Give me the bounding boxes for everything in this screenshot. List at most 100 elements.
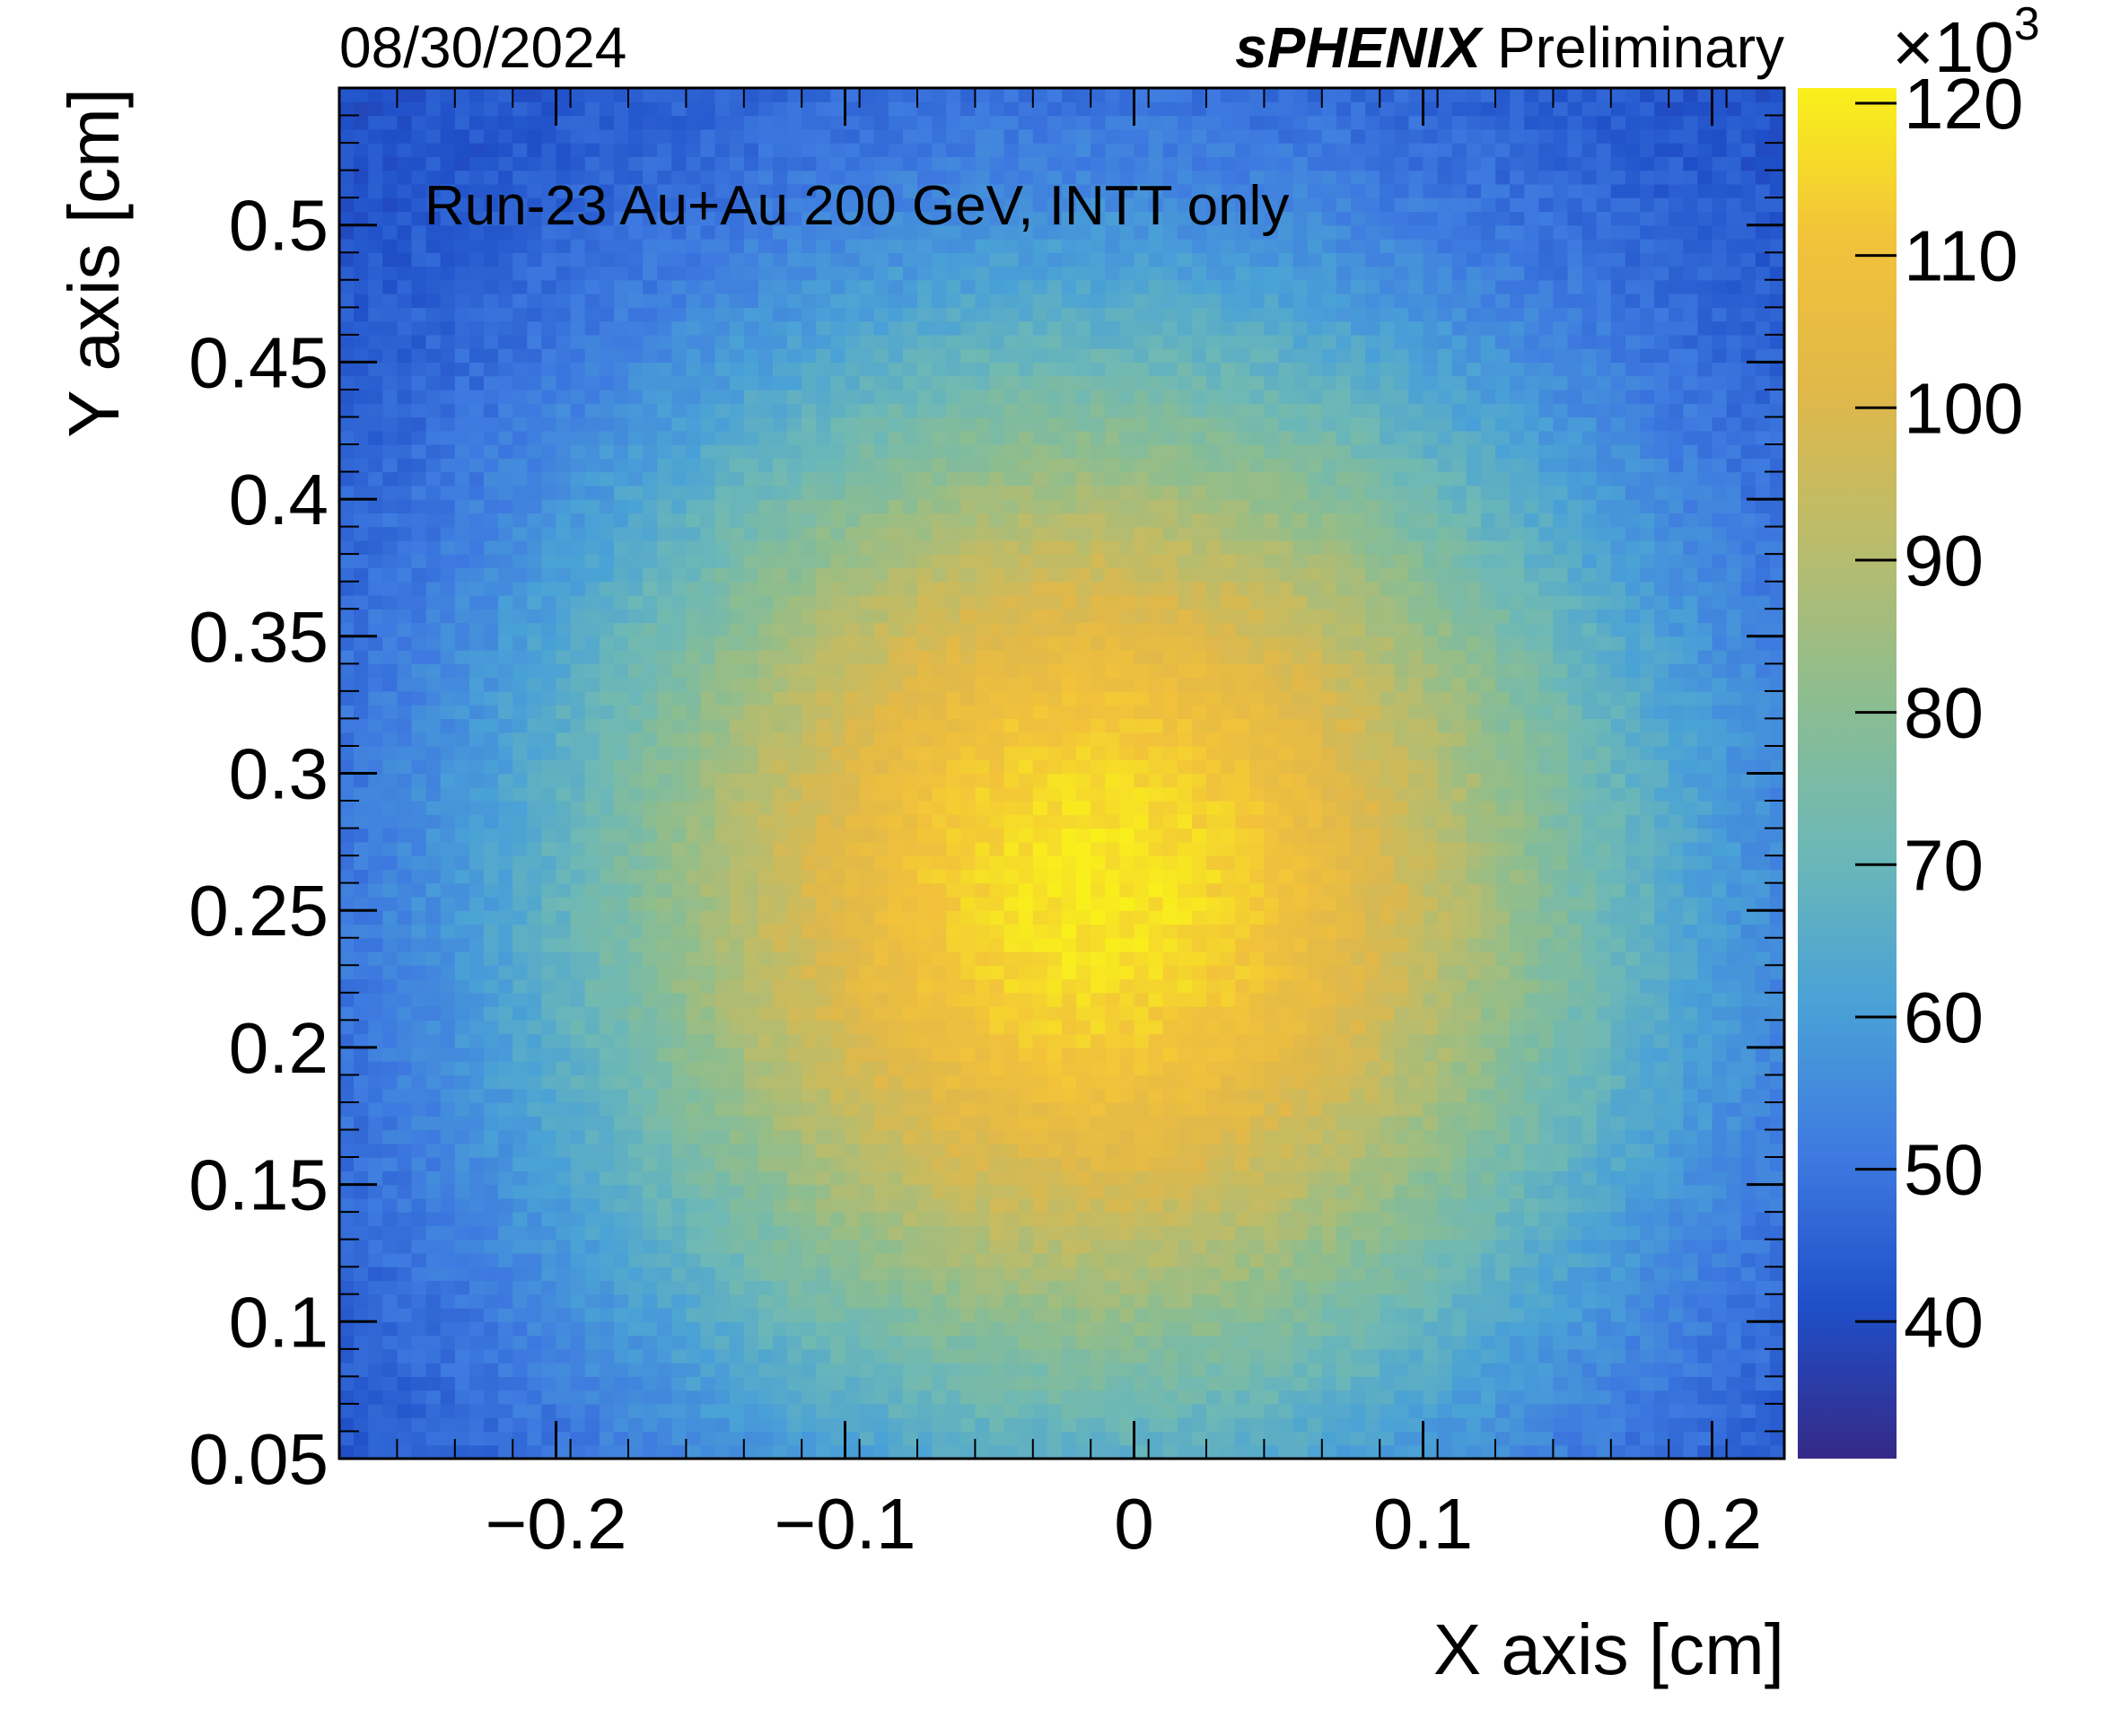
heatmap-cell (1510, 1252, 1525, 1267)
heatmap-cell (729, 910, 745, 925)
heatmap-cell (816, 828, 831, 843)
heatmap-cell (888, 1170, 904, 1186)
heatmap-cell (845, 1129, 861, 1144)
heatmap-cell (1221, 1280, 1236, 1295)
heatmap-cell (484, 1197, 499, 1213)
heatmap-cell (773, 965, 788, 980)
heatmap-cell (859, 1061, 875, 1076)
heatmap-cell (643, 1335, 658, 1350)
heatmap-cell (1076, 992, 1091, 1007)
heatmap-cell (873, 1321, 889, 1337)
heatmap-cell (469, 951, 485, 966)
heatmap-cell (700, 801, 716, 815)
heatmap-cell (584, 1321, 600, 1337)
heatmap-cell (1336, 896, 1352, 911)
heatmap-cell (902, 1431, 918, 1446)
heatmap-cell (1640, 1006, 1655, 1021)
heatmap-cell (671, 924, 687, 939)
heatmap-cell (1264, 1006, 1280, 1021)
heatmap-cell (1221, 1088, 1236, 1103)
heatmap-cell (1669, 965, 1684, 980)
heatmap-cell (354, 841, 369, 856)
heatmap-cell (816, 1239, 831, 1254)
heatmap-cell (1062, 855, 1077, 870)
heatmap-cell (339, 1403, 355, 1418)
heatmap-cell (1451, 1129, 1467, 1144)
heatmap-cell (1235, 1335, 1250, 1350)
heatmap-cell (917, 1376, 933, 1391)
heatmap-cell (1596, 841, 1612, 856)
heatmap-cell (1292, 1390, 1309, 1405)
heatmap-cell (1380, 1033, 1395, 1048)
heatmap-cell (816, 1390, 831, 1405)
heatmap-cell (1553, 1101, 1569, 1117)
heatmap-cell (816, 841, 831, 856)
heatmap-cell (425, 1363, 442, 1377)
heatmap-cell (932, 1157, 947, 1171)
heatmap-cell (902, 1074, 918, 1090)
heatmap-cell (339, 1184, 355, 1199)
heatmap-cell (1062, 1047, 1077, 1062)
heatmap-cell (830, 1129, 846, 1144)
heatmap-cell (873, 1225, 889, 1241)
heatmap-cell (339, 1074, 355, 1090)
heatmap-cell (613, 1033, 629, 1048)
heatmap-cell (1683, 1252, 1698, 1267)
heatmap-cell (714, 882, 731, 898)
heatmap-cell (382, 924, 398, 939)
heatmap-cell (1062, 1074, 1077, 1090)
heatmap-cell (960, 1348, 976, 1363)
heatmap-cell (368, 1239, 383, 1254)
heatmap-cell (1380, 1252, 1395, 1267)
heatmap-cell (686, 1170, 702, 1186)
heatmap-cell (989, 1129, 1005, 1144)
heatmap-cell (758, 1363, 774, 1377)
heatmap-cell (1538, 1417, 1554, 1433)
heatmap-cell (1567, 773, 1583, 788)
heatmap-cell (1206, 1293, 1222, 1309)
heatmap-cell (1654, 1417, 1669, 1433)
heatmap-cell (628, 786, 644, 802)
heatmap-cell (960, 937, 976, 952)
heatmap-cell (859, 978, 875, 994)
heatmap-cell (1654, 924, 1669, 939)
heatmap-cell (1726, 1197, 1742, 1213)
heatmap-cell (1018, 1293, 1034, 1309)
heatmap-cell (1134, 1293, 1150, 1309)
heatmap-cell (671, 1129, 687, 1144)
heatmap-cell (397, 1280, 413, 1295)
heatmap-cell (354, 828, 369, 843)
heatmap-cell (584, 1390, 600, 1405)
heatmap-cell (454, 773, 470, 788)
heatmap-cell (628, 1417, 644, 1433)
heatmap-cell (845, 1225, 861, 1241)
heatmap-cell (1581, 828, 1598, 843)
heatmap-cell (570, 978, 586, 994)
heatmap-cell (541, 1321, 557, 1337)
heatmap-cell (599, 1390, 615, 1405)
heatmap-cell (1769, 1212, 1785, 1227)
heatmap-cell (1466, 1225, 1482, 1241)
heatmap-cell (484, 1376, 499, 1391)
heatmap-cell (1712, 1170, 1728, 1186)
heatmap-cell (527, 1252, 542, 1267)
heatmap-cell (354, 1444, 369, 1460)
heatmap-cell (1640, 882, 1655, 898)
heatmap-cell (743, 1280, 759, 1295)
heatmap-cell (1553, 1088, 1569, 1103)
heatmap-cell (787, 1308, 802, 1322)
heatmap-cell (1697, 882, 1713, 898)
heatmap-cell (1018, 801, 1034, 815)
heatmap-cell (382, 814, 398, 829)
heatmap-cell (989, 1321, 1005, 1337)
heatmap-cell (1221, 1074, 1236, 1090)
heatmap-cell (454, 992, 470, 1007)
heatmap-cell (1351, 1348, 1366, 1363)
heatmap-cell (570, 1376, 586, 1391)
heatmap-cell (527, 1101, 542, 1117)
heatmap-cell (1292, 1225, 1309, 1241)
heatmap-cell (1047, 951, 1063, 966)
heatmap-cell (1712, 1252, 1728, 1267)
heatmap-cell (1451, 910, 1467, 925)
heatmap-cell (1047, 1431, 1063, 1446)
